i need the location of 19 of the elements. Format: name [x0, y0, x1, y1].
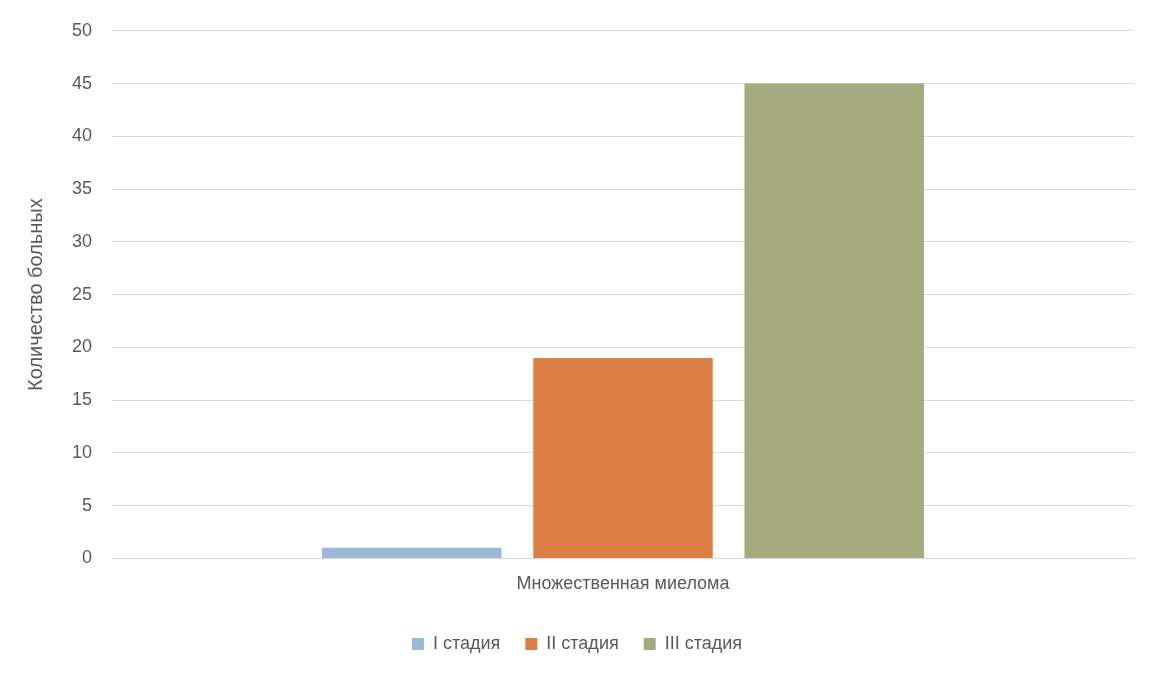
y-tick-label: 45 [71, 72, 93, 93]
y-tick-label: 10 [71, 441, 93, 462]
legend-label: I стадия [432, 632, 501, 653]
legend-label: III стадия [664, 632, 743, 653]
bar [322, 547, 502, 558]
y-tick-label: 30 [71, 230, 93, 251]
y-tick-label: 35 [71, 178, 93, 199]
bar [744, 83, 924, 558]
x-tick-label: Множественная миелома [516, 573, 731, 594]
bar [533, 357, 713, 558]
y-tick-label: 20 [71, 336, 93, 357]
y-tick-label: 15 [71, 389, 93, 410]
y-tick-label: 40 [71, 125, 93, 146]
legend-label: II стадия [546, 632, 619, 653]
y-tick-label: 25 [71, 283, 93, 304]
y-tick-label: 50 [71, 19, 93, 40]
y-tick-label: 5 [82, 494, 93, 515]
y-axis-title: Количество больных [23, 198, 46, 391]
y-tick-label: 0 [82, 547, 93, 568]
